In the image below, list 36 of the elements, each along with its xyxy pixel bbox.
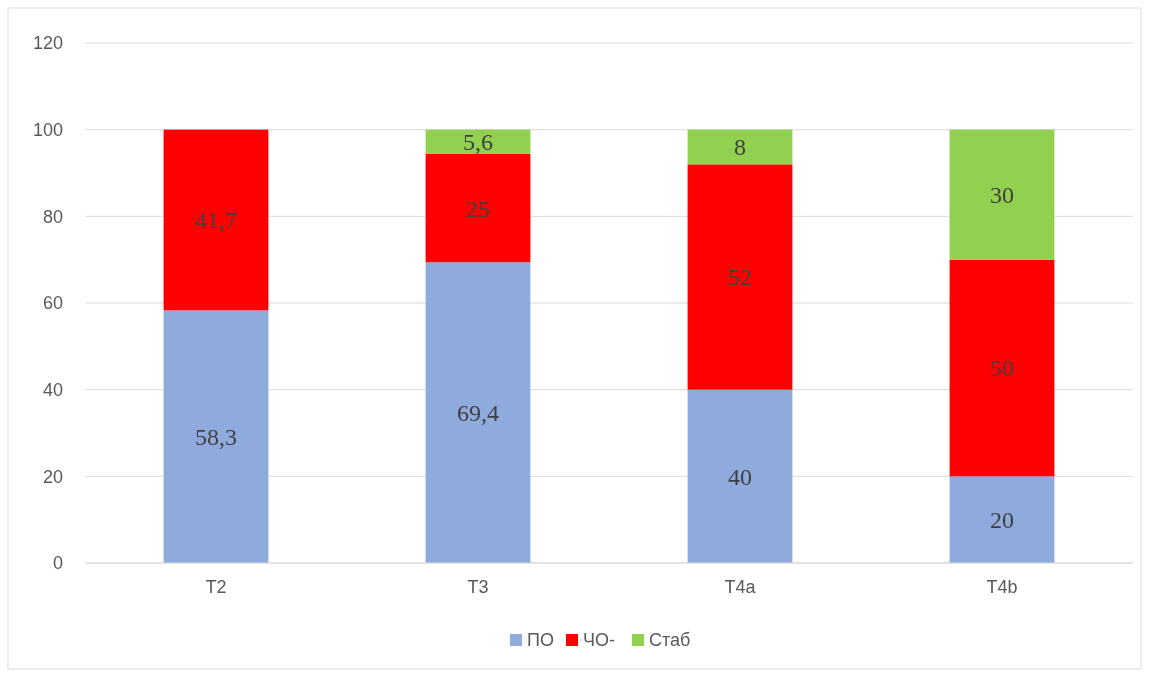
data-label: 25 xyxy=(466,195,490,222)
y-tick-label: 100 xyxy=(32,119,63,140)
data-label: 5,6 xyxy=(463,129,493,156)
bar xyxy=(687,129,793,165)
bar xyxy=(949,259,1055,477)
bar xyxy=(425,129,531,154)
legend-label: ПО xyxy=(527,630,554,651)
data-label: 40 xyxy=(728,463,752,490)
x-tick-label: T4a xyxy=(724,577,757,597)
bar xyxy=(949,476,1055,563)
y-tick-label: 20 xyxy=(42,466,63,487)
bar xyxy=(425,262,531,563)
bar xyxy=(163,129,269,311)
data-label: 41,7 xyxy=(195,207,237,234)
bar xyxy=(687,164,793,390)
legend-label: Стаб xyxy=(649,630,691,651)
bar xyxy=(425,153,531,263)
y-tick-label: 80 xyxy=(42,206,63,227)
bar xyxy=(687,389,793,563)
legend-label: ЧО- xyxy=(583,630,615,651)
y-tick-label: 60 xyxy=(42,293,63,314)
data-label: 30 xyxy=(990,182,1014,209)
data-label: 52 xyxy=(728,264,752,291)
bar xyxy=(949,129,1055,260)
bar xyxy=(163,310,269,563)
data-label: 50 xyxy=(990,355,1014,382)
y-tick-label: 40 xyxy=(42,379,63,400)
data-label: 69,4 xyxy=(457,400,499,427)
data-label: 58,3 xyxy=(195,424,237,451)
x-tick-label: T3 xyxy=(467,577,489,597)
x-tick-label: T2 xyxy=(205,577,227,597)
y-tick-label: 0 xyxy=(52,553,63,574)
x-tick-label: T4b xyxy=(986,577,1018,597)
data-label: 8 xyxy=(734,134,746,161)
data-label: 20 xyxy=(990,507,1014,534)
y-tick-label: 120 xyxy=(32,33,63,54)
